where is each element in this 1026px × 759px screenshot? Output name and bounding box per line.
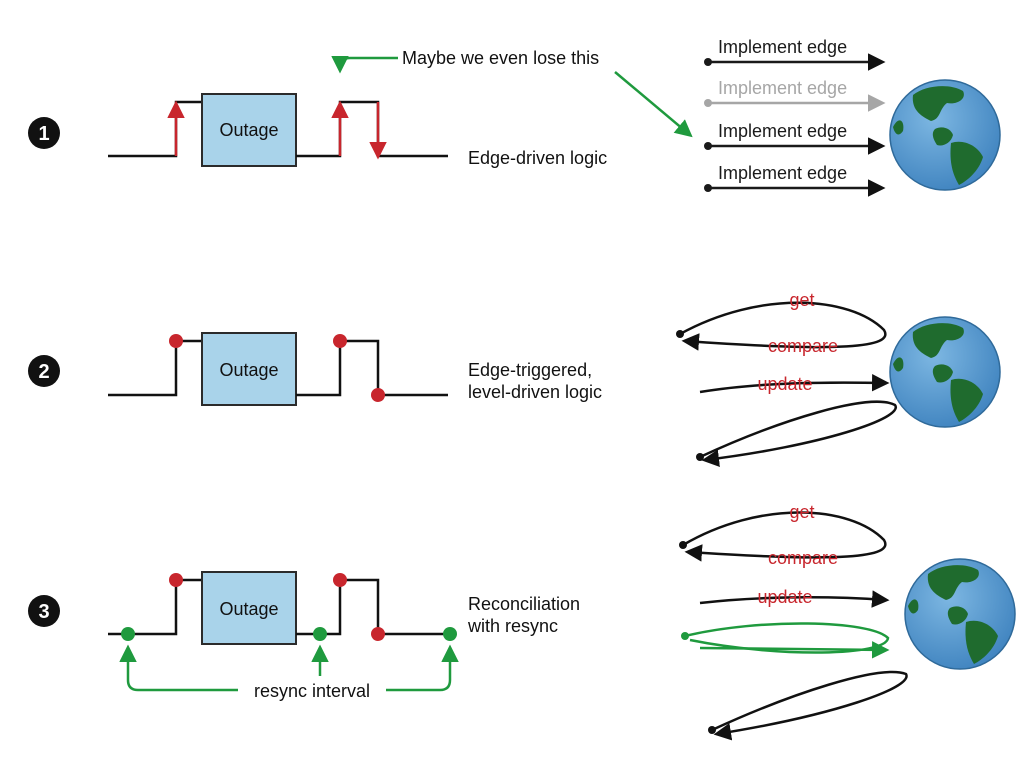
resync-loop-path: [684, 622, 890, 654]
loop-label-update: update: [757, 587, 812, 607]
edge-event-dot: [704, 184, 712, 192]
signal-line: [296, 578, 456, 636]
globe-icon: [904, 558, 1016, 670]
outage-box: [201, 93, 297, 167]
lose-note-arrow: [614, 71, 693, 138]
edge-event: Implement edge: [704, 163, 886, 197]
edge-trigger-dot: [371, 388, 385, 402]
row-3: 3 Outage resync interval Reconciliation …: [28, 502, 1016, 741]
resync-interval-label: resync interval: [254, 681, 370, 701]
signal-line: [108, 578, 202, 636]
row-1: 1 Outage Edge-driven logic Maybe we even…: [28, 37, 1001, 197]
update-arrow: [699, 374, 890, 394]
resync-dot: [121, 627, 135, 641]
edge-trigger-dot: [333, 334, 347, 348]
row-number: 1: [38, 123, 49, 145]
outage-box: [201, 332, 297, 406]
update-arrow: [699, 590, 890, 608]
edge-event-lost: Implement edge: [704, 78, 886, 112]
edge-trigger-dot: [333, 573, 347, 587]
edge-event-label: Implement edge: [718, 163, 847, 183]
get-compare-loop-arrow: [679, 301, 887, 351]
edge-event: Implement edge: [704, 37, 886, 71]
loop-label-update: update: [757, 374, 812, 394]
circled-number-icon: [28, 117, 60, 149]
row-description: with resync: [467, 616, 558, 636]
resync-loop-arrow: [711, 670, 908, 741]
loop-label-compare: compare: [768, 548, 838, 568]
resync-interval-arrow: [386, 644, 459, 692]
signal-line: [296, 100, 448, 158]
resync-interval-arrow: [119, 644, 238, 692]
edge-event: Implement edge: [704, 121, 886, 155]
row-description: Edge-triggered,: [468, 360, 592, 380]
edge-trigger-dot: [169, 573, 183, 587]
loop-label-get: get: [789, 502, 814, 522]
circled-number-icon: [28, 355, 60, 387]
lose-note-arrow: [331, 55, 398, 74]
globe-icon: [889, 79, 1001, 191]
lose-note: Maybe we even lose this: [402, 48, 599, 68]
edge-event-dot: [704, 99, 712, 107]
edge-event-label: Implement edge: [718, 37, 847, 57]
row-description: level-driven logic: [468, 382, 602, 402]
row-number-badge-1: 1: [28, 117, 60, 149]
outage-label: Outage: [219, 360, 278, 380]
outage-label: Outage: [219, 599, 278, 619]
edge-trigger-dot: [371, 627, 385, 641]
row-2: 2 Outage Edge-triggered, level-driven lo…: [28, 290, 1001, 467]
resync-dot: [313, 627, 327, 641]
row-description: Reconciliation: [468, 594, 580, 614]
edge-event-list: Implement edge Implement edge Implement ed…: [704, 37, 886, 197]
globe-icon: [889, 316, 1001, 428]
get-compare-loop-arrow: [682, 511, 887, 562]
row-description: Edge-driven logic: [468, 148, 607, 168]
edge-event-dot: [704, 142, 712, 150]
signal-line: [108, 100, 202, 158]
loop-label-compare: compare: [768, 336, 838, 356]
row-number: 2: [38, 361, 49, 383]
row-number: 3: [38, 601, 49, 623]
signal-line: [296, 339, 448, 397]
resync-dot: [443, 627, 457, 641]
circled-number-icon: [28, 595, 60, 627]
edge-trigger-dot: [169, 334, 183, 348]
row-number-badge-3: 3: [28, 595, 60, 627]
edge-event-label: Implement edge: [718, 78, 847, 98]
signal-line: [108, 339, 202, 397]
row-number-badge-2: 2: [28, 355, 60, 387]
outage-box: [201, 571, 297, 645]
edge-event-label: Implement edge: [718, 121, 847, 141]
outage-label: Outage: [219, 120, 278, 140]
resync-arrow: [699, 641, 890, 659]
loop-label-get: get: [789, 290, 814, 310]
resync-loop-arrow: [699, 400, 898, 467]
edge-event-dot: [704, 58, 712, 66]
